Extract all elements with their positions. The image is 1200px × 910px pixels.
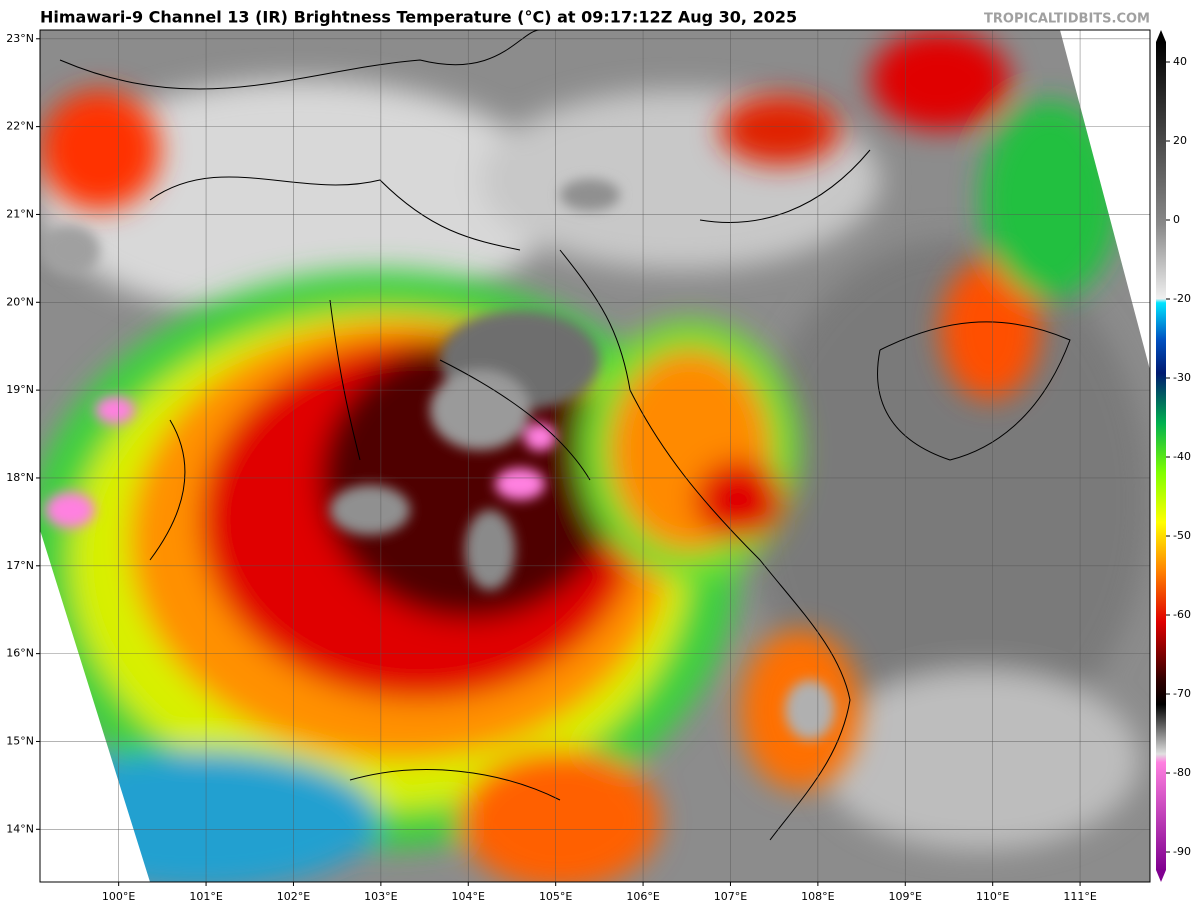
lon-tick-label: 109°E [889, 890, 922, 903]
lon-tick-label: 105°E [539, 890, 572, 903]
colorbar [1156, 42, 1166, 870]
lon-tick-label: 106°E [626, 890, 659, 903]
lon-tick-label: 103°E [364, 890, 397, 903]
lat-tick-label: 15°N [6, 734, 34, 747]
colorbar-tick-label: -60 [1173, 608, 1191, 621]
lon-tick-label: 101°E [189, 890, 222, 903]
lat-tick-label: 18°N [6, 471, 34, 484]
colorbar-tick-label: -50 [1173, 529, 1191, 542]
lon-tick-label: 100°E [102, 890, 135, 903]
colorbar-tick-label: -70 [1173, 687, 1191, 700]
lat-tick-label: 23°N [6, 32, 34, 45]
colorbar-extend-bottom [1156, 870, 1166, 882]
graticule: 100°E 101°E 102°E 103°E 104°E 105°E 106°E 107°E… [6, 30, 1150, 903]
lat-tick-label: 22°N [6, 120, 34, 133]
colorbar-tick-label: -20 [1173, 292, 1191, 305]
lat-tick-label: 16°N [6, 647, 34, 660]
imagery [40, 30, 1150, 882]
colorbar-tick-label: -30 [1173, 371, 1191, 384]
colorbar-tick-label: 20 [1173, 134, 1187, 147]
lon-tick-label: 107°E [714, 890, 747, 903]
map-frame [39, 29, 1151, 883]
colorbar-tick-label: -90 [1173, 845, 1191, 858]
lat-tick-label: 19°N [6, 383, 34, 396]
colorbar-tick-label: -80 [1173, 766, 1191, 779]
title: Himawari-9 Channel 13 (IR) Brightness Te… [40, 8, 797, 27]
lat-tick-label: 17°N [6, 559, 34, 572]
colorbar-tick-label: -40 [1173, 450, 1191, 463]
lat-tick-label: 14°N [6, 822, 34, 835]
lon-tick-label: 111°E [1063, 890, 1096, 903]
lon-tick-label: 104°E [452, 890, 485, 903]
lat-tick-label: 21°N [6, 207, 34, 220]
lon-tick-label: 108°E [801, 890, 834, 903]
lon-tick-label: 110°E [976, 890, 1009, 903]
watermark: TROPICALTIDBITS.COM [984, 12, 1150, 27]
lat-tick-label: 20°N [6, 295, 34, 308]
lon-tick-label: 102°E [277, 890, 310, 903]
colorbar-tick-label: 40 [1173, 55, 1187, 68]
colorbar-ticks: 40 20 0 -20 -30 -40 -50 -60 -70 -80 -90 [1166, 55, 1191, 858]
colorbar-extend-top [1156, 30, 1166, 42]
colorbar-tick-label: 0 [1173, 213, 1180, 226]
